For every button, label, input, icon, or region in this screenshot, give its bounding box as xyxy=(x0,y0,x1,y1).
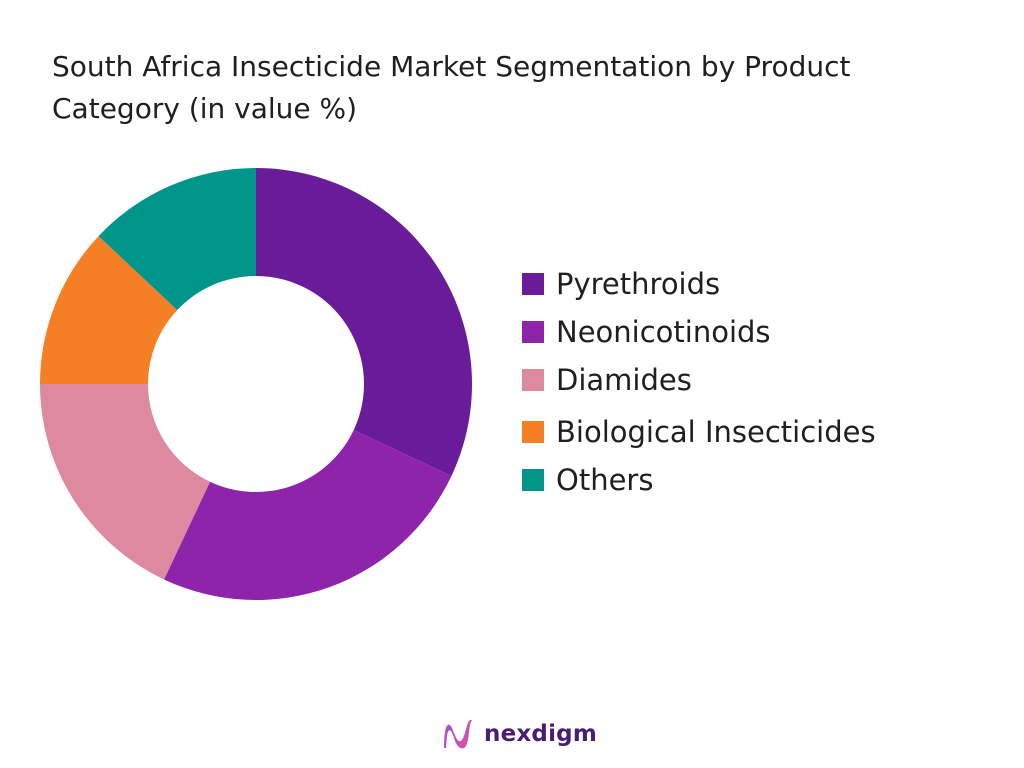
chart-legend: Pyrethroids Neonicotinoids Diamides Biol… xyxy=(522,260,876,504)
nexdigm-wave-logo-icon xyxy=(444,720,472,749)
legend-item-pyrethroids: Pyrethroids xyxy=(522,260,876,308)
legend-label: Neonicotinoids xyxy=(556,315,771,349)
legend-item-others: Others xyxy=(522,456,876,504)
brand-name: nexdigm xyxy=(484,721,597,747)
donut-slice-diamides xyxy=(40,384,211,580)
legend-label: Pyrethroids xyxy=(556,267,721,301)
legend-swatch xyxy=(522,469,544,491)
legend-item-biological-insecticides: Biological Insecticides xyxy=(522,408,876,456)
legend-swatch xyxy=(522,321,544,343)
donut-slice-biological-insecticides xyxy=(40,236,178,384)
legend-item-diamides: Diamides xyxy=(522,356,876,404)
brand-footer: nexdigm xyxy=(440,714,597,754)
legend-label: Biological Insecticides xyxy=(556,415,876,449)
legend-label: Diamides xyxy=(556,363,692,397)
donut-slice-others xyxy=(98,168,256,311)
donut-slice-neonicotinoids xyxy=(164,429,452,600)
legend-swatch xyxy=(522,421,544,443)
legend-swatch xyxy=(522,369,544,391)
legend-label: Others xyxy=(556,463,654,497)
chart-title: South Africa Insecticide Market Segmenta… xyxy=(52,50,851,125)
legend-swatch xyxy=(522,273,544,295)
donut-slice-pyrethroids xyxy=(256,168,473,476)
legend-item-neonicotinoids: Neonicotinoids xyxy=(522,308,876,356)
